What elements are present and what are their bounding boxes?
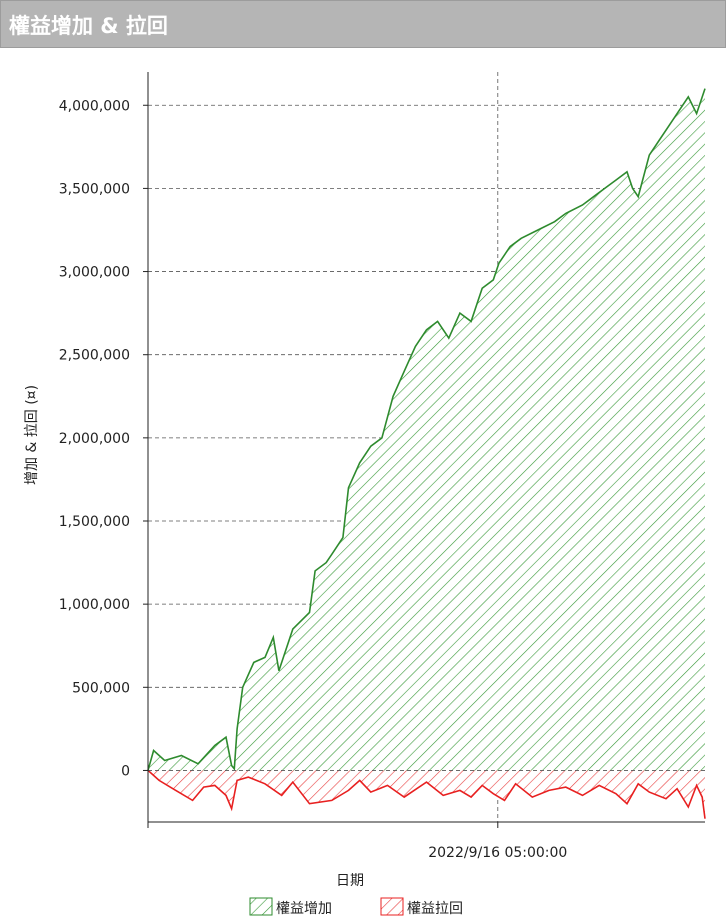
legend-label: 權益增加 bbox=[276, 901, 332, 917]
axes: 0 500,000 1,000,000 1,500,000 2,000,000 2,500… bbox=[59, 72, 705, 861]
legend-swatch bbox=[380, 897, 404, 916]
y-tick-label: 4,000,000 bbox=[59, 98, 130, 114]
series-line-equity-gain bbox=[147, 88, 706, 771]
y-tick-label: 3,000,000 bbox=[59, 265, 130, 281]
chart-title-bar: 權益增加 & 拉回 bbox=[0, 0, 726, 48]
legend-swatch bbox=[249, 897, 273, 916]
series-areas bbox=[147, 88, 706, 819]
y-tick-label: 0 bbox=[121, 763, 130, 779]
y-tick-label: 1,500,000 bbox=[59, 514, 130, 530]
series-area-drawdown bbox=[148, 770, 705, 819]
x-axis-title: 日期 bbox=[336, 873, 364, 889]
legend-item-equity-gain: 權益增加 bbox=[249, 897, 332, 917]
y-axis-title: 增加 & 拉回 (¤) bbox=[24, 385, 40, 485]
y-tick-label: 2,000,000 bbox=[59, 431, 130, 447]
y-tick-label: 3,500,000 bbox=[59, 181, 130, 197]
legend-label: 權益拉回 bbox=[407, 901, 463, 917]
legend-item-drawdown: 權益拉回 bbox=[380, 897, 463, 917]
y-tick-label: 2,500,000 bbox=[59, 348, 130, 364]
chart-title: 權益增加 & 拉回 bbox=[9, 14, 168, 38]
y-tick-label: 500,000 bbox=[72, 680, 130, 696]
x-tick-label: 2022/9/16 05:00:00 bbox=[428, 845, 567, 861]
series-area-equity-gain bbox=[148, 88, 705, 771]
legend: 權益增加 權益拉回 bbox=[249, 897, 463, 917]
y-tick-label: 1,000,000 bbox=[59, 597, 130, 613]
series-line-drawdown bbox=[147, 769, 706, 819]
